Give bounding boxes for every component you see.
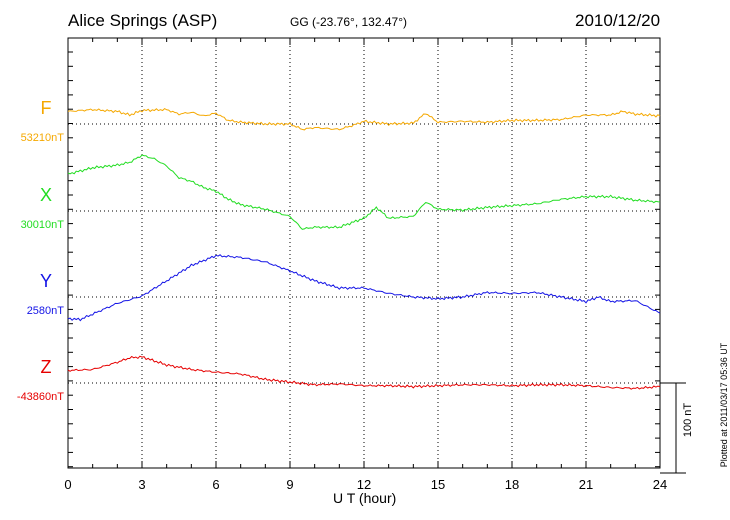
baseline-label-y: 2580nT	[26, 305, 64, 317]
scale-bar	[660, 382, 686, 474]
grid	[68, 38, 660, 468]
coordinates-label: GG (-23.76°, 132.47°)	[290, 15, 407, 29]
x-axis-label: U T (hour)	[333, 490, 397, 506]
component-letter-f: F	[40, 98, 52, 118]
series-line-f	[67, 107, 661, 131]
x-tick-label: 15	[431, 477, 445, 492]
x-tick-label: 18	[505, 477, 519, 492]
series-group	[67, 107, 661, 390]
baseline-label-f: 53210nT	[20, 132, 64, 144]
baseline-label-z: -43860nT	[16, 391, 64, 403]
x-tick-label: 12	[357, 477, 371, 492]
baseline-label-x: 30010nT	[20, 219, 64, 231]
x-tick-label: 0	[64, 477, 71, 492]
x-tick-label: 24	[653, 477, 667, 492]
x-tick-label: 3	[138, 477, 145, 492]
x-tick-label: 9	[286, 477, 293, 492]
x-tick-label: 21	[579, 477, 593, 492]
station-title: Alice Springs (ASP)	[68, 11, 218, 30]
x-tick-label: 6	[212, 477, 219, 492]
x-axis: 0 3 6 9 12 15 18 21 24	[64, 38, 667, 492]
series-line-x	[67, 154, 661, 230]
series-line-y	[67, 254, 661, 322]
component-letter-z: Z	[40, 357, 52, 377]
component-letter-x: X	[39, 185, 53, 205]
series-line-z	[67, 355, 661, 390]
date-label: 2010/12/20	[575, 11, 661, 30]
component-letter-y: Y	[39, 271, 53, 291]
